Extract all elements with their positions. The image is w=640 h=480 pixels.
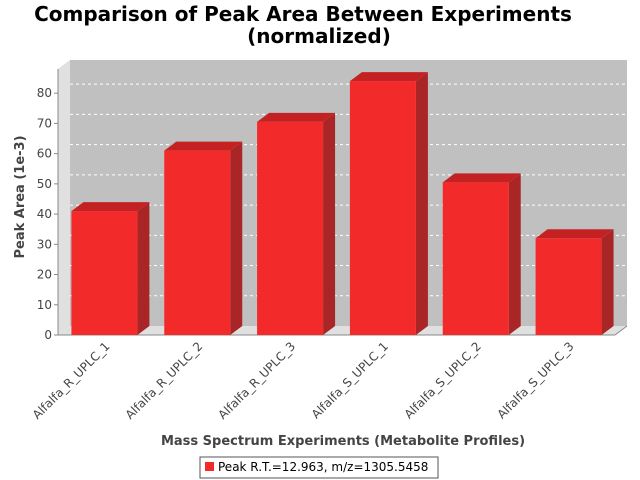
bar-front: [535, 238, 602, 335]
bar-side: [137, 202, 150, 335]
x-category-label: Alfalfa_S_UPLC_3: [494, 339, 576, 421]
x-category-label: Alfalfa_S_UPLC_2: [402, 339, 484, 421]
bar-front: [164, 150, 231, 335]
bar-front: [349, 81, 416, 335]
y-axis-label: Peak Area (1e-3): [13, 135, 28, 258]
y-tick-label: 30: [37, 237, 52, 251]
y-tick-label: 40: [37, 207, 52, 221]
x-axis-label: Mass Spectrum Experiments (Metabolite Pr…: [161, 434, 525, 449]
x-category-label: Alfalfa_S_UPLC_1: [309, 339, 391, 421]
bar-side: [323, 112, 336, 335]
bar-side: [601, 229, 614, 335]
chart-subtitle: (normalized): [247, 24, 391, 48]
legend: Peak R.T.=12.963, m/z=1305.5458: [199, 456, 439, 479]
y-tick-label: 20: [37, 268, 52, 282]
y-tick-label: 80: [37, 86, 52, 100]
x-category-label: Alfalfa_R_UPLC_1: [30, 339, 113, 422]
y-tick-label: 50: [37, 177, 52, 191]
y-tick-label: 0: [44, 328, 52, 342]
bar-top: [164, 141, 243, 151]
x-category-label: Alfalfa_R_UPLC_2: [123, 339, 206, 422]
bar: [71, 202, 150, 335]
bar: [257, 112, 336, 335]
bars: [71, 72, 614, 335]
bar: [535, 229, 614, 335]
bar-side: [415, 72, 428, 335]
bar-side: [508, 173, 521, 335]
bar-top: [349, 72, 428, 82]
plot-left-wall: [58, 60, 70, 335]
x-axis-categories: Alfalfa_R_UPLC_1 Alfalfa_R_UPLC_2 Alfalfa_…: [30, 339, 577, 422]
x-category-label: Alfalfa_R_UPLC_3: [215, 339, 298, 422]
bar: [349, 72, 428, 335]
legend-label: Peak R.T.=12.963, m/z=1305.5458: [218, 460, 428, 474]
bar-front: [442, 182, 509, 335]
y-axis-ticks: 0 10 20 30 40 50 60 70 80: [37, 86, 58, 342]
bar: [164, 141, 243, 335]
legend-swatch: [205, 462, 214, 471]
floor-edge-line: [614, 325, 628, 336]
bar-top: [535, 229, 614, 239]
chart-title: Comparison of Peak Area Between Experime…: [34, 2, 572, 26]
bar-top: [442, 173, 521, 183]
bar-side: [230, 141, 243, 335]
legend-box: [199, 456, 439, 479]
bar-top: [257, 112, 336, 122]
bar-front: [71, 211, 138, 335]
bar-top: [71, 202, 150, 212]
y-tick-label: 70: [37, 116, 52, 130]
bar-front: [257, 121, 324, 335]
y-tick-label: 60: [37, 147, 52, 161]
bar: [442, 173, 521, 335]
y-tick-label: 10: [37, 298, 52, 312]
